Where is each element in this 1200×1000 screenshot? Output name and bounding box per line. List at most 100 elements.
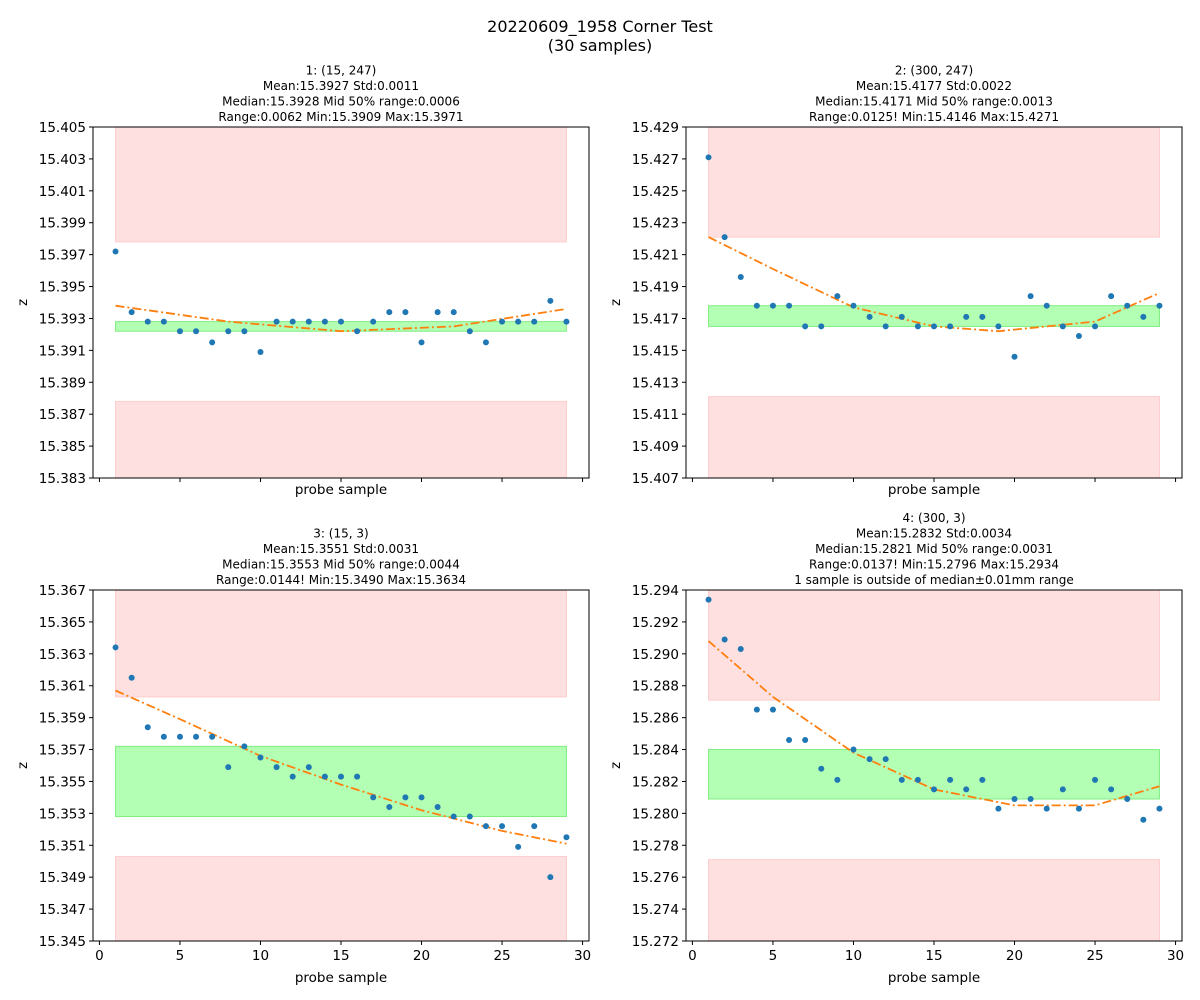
y-tick-label: 15.282	[632, 774, 679, 790]
data-point	[450, 309, 457, 316]
tolerance-band-red	[115, 126, 567, 243]
y-axis-label: z	[15, 762, 31, 769]
y-tick-label: 15.383	[39, 471, 86, 487]
y-tick-label: 15.405	[39, 120, 86, 136]
data-point	[737, 273, 744, 280]
data-point	[1092, 323, 1099, 330]
data-point	[321, 318, 328, 325]
x-tick-label: 20	[413, 948, 430, 964]
y-tick-label: 15.280	[632, 806, 679, 822]
data-point	[818, 765, 825, 772]
y-axis-label: z	[608, 299, 624, 306]
data-point	[144, 318, 151, 325]
x-tick-label: 5	[176, 948, 185, 964]
data-point	[1108, 293, 1115, 300]
data-point	[1140, 313, 1147, 320]
data-point	[289, 773, 296, 780]
y-tick-label: 15.427	[632, 152, 679, 168]
y-tick-label: 15.429	[632, 120, 679, 136]
data-point	[1059, 323, 1066, 330]
subplot-2: 2: (300, 247)Mean:15.4177 Std:0.0022 Medi…	[608, 64, 1183, 498]
data-point	[144, 724, 151, 731]
y-tick-label: 15.276	[632, 870, 679, 886]
data-point	[753, 706, 760, 713]
data-point	[176, 328, 183, 335]
data-point	[193, 733, 200, 740]
data-point	[963, 313, 970, 320]
y-tick-label: 15.421	[632, 248, 679, 264]
data-point	[931, 786, 937, 793]
data-point	[531, 318, 538, 325]
fit-curve	[115, 689, 567, 845]
data-point	[1092, 776, 1099, 783]
y-tick-label: 15.385	[39, 439, 86, 455]
data-point	[418, 339, 425, 346]
data-point	[979, 313, 986, 320]
y-tick-label: 15.359	[39, 711, 86, 727]
data-point	[209, 733, 216, 740]
y-tick-label: 15.351	[39, 838, 86, 854]
subplot-title-line: Mean:15.3551 Std:0.0031	[263, 542, 419, 556]
y-tick-label: 15.272	[632, 934, 679, 950]
x-tick-label: 0	[688, 948, 697, 964]
midrange-band-green	[115, 745, 567, 818]
data-point	[1140, 816, 1147, 823]
data-point	[176, 733, 183, 740]
x-tick-label: 10	[845, 948, 862, 964]
subplot-3: 3: (15, 3)Mean:15.3551 Std:0.0031 Median:…	[15, 527, 591, 987]
y-tick-label: 15.274	[632, 902, 679, 918]
y-tick-label: 15.278	[632, 838, 679, 854]
data-point	[418, 794, 425, 801]
data-point	[305, 764, 312, 771]
data-point	[370, 794, 377, 801]
subplot-1: 1: (15, 247)Mean:15.3927 Std:0.0011 Media…	[15, 64, 590, 498]
data-point	[241, 743, 248, 750]
data-point	[850, 302, 857, 309]
x-tick-label: 10	[252, 948, 269, 964]
y-tick-label: 15.349	[39, 870, 86, 886]
y-tick-label: 15.419	[632, 280, 679, 296]
subplot-title-line: 3: (15, 3)	[313, 527, 368, 541]
y-tick-label: 15.353	[39, 806, 86, 822]
data-point	[995, 805, 1002, 812]
data-point	[434, 309, 441, 316]
data-point	[914, 776, 921, 783]
data-point	[482, 339, 489, 346]
subplot-title-line: Mean:15.3927 Std:0.0011	[263, 79, 419, 93]
data-point	[160, 318, 167, 325]
y-tick-label: 15.284	[632, 743, 679, 759]
data-point	[225, 764, 232, 771]
fit-curve	[707, 640, 1160, 807]
data-point	[515, 318, 522, 325]
y-tick-label: 15.361	[39, 679, 86, 695]
x-axis-label: probe sample	[888, 970, 980, 986]
data-point	[241, 328, 248, 335]
data-point	[225, 328, 232, 335]
data-point	[547, 297, 554, 304]
data-point	[769, 302, 776, 309]
data-point	[257, 754, 264, 761]
data-point	[818, 323, 825, 330]
data-point	[321, 773, 328, 780]
data-point	[1043, 805, 1050, 812]
tolerance-band-red	[115, 855, 567, 942]
y-tick-label: 15.391	[39, 343, 86, 359]
figure-title-line2: (30 samples)	[548, 36, 652, 55]
tolerance-band-red	[708, 396, 1160, 479]
data-point	[1027, 293, 1034, 300]
data-point	[338, 773, 344, 780]
subplot-title-line: Median:15.3928 Mid 50% range:0.0006	[222, 95, 460, 109]
y-tick-label: 15.423	[632, 216, 679, 232]
data-point	[866, 313, 873, 320]
y-tick-label: 15.389	[39, 375, 86, 391]
y-tick-label: 15.345	[39, 934, 86, 950]
data-point	[834, 293, 841, 300]
data-point	[402, 794, 409, 801]
data-point	[931, 323, 937, 330]
y-tick-label: 15.355	[39, 774, 86, 790]
data-point	[563, 834, 570, 841]
tolerance-band-red	[115, 589, 567, 698]
x-tick-label: 25	[1086, 948, 1103, 964]
subplot-title-line: 1 sample is outside of median±0.01mm ran…	[794, 573, 1074, 587]
